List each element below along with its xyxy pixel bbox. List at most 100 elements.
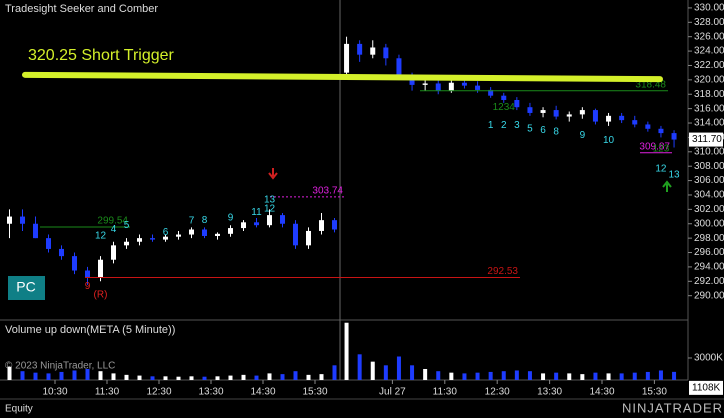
count-label: 123: [653, 144, 670, 155]
volume-bar: [202, 376, 207, 380]
candle-body: [475, 85, 481, 90]
y-tick-label: 308.00: [694, 161, 724, 172]
volume-bar: [85, 368, 90, 380]
x-tick-label: 11:30: [433, 387, 458, 398]
volume-bar: [541, 373, 546, 380]
count-label: 12: [95, 231, 107, 242]
count-label: 1234: [493, 102, 516, 113]
candle-body: [176, 234, 181, 237]
y-tick-label: 296.00: [694, 247, 724, 258]
y-tick-label: 300.00: [694, 218, 724, 229]
count-label: 8: [553, 126, 559, 137]
candle-body: [461, 82, 467, 86]
pc-button[interactable]: [8, 276, 45, 300]
y-tick-label: 298.00: [694, 233, 724, 244]
volume-bar: [410, 365, 415, 380]
volume-bar: [59, 371, 64, 380]
y-tick-label: 302.00: [694, 204, 724, 215]
candle-body: [540, 110, 546, 113]
candle-body: [280, 215, 285, 224]
x-tick-label: 15:30: [302, 387, 327, 398]
candle-body: [370, 47, 376, 55]
candle-body: [645, 124, 651, 129]
volume-bar: [163, 376, 168, 380]
volume-bar: [306, 374, 311, 380]
brand: NINJATRADER: [622, 400, 723, 415]
volume-bar: [176, 376, 181, 380]
count-label: 12: [264, 203, 276, 214]
x-tick-label: 13:30: [198, 387, 223, 398]
volume-bar: [383, 365, 388, 380]
candle-body: [527, 107, 533, 113]
volume-bar: [20, 371, 25, 380]
x-tick-label: 15:30: [642, 387, 667, 398]
candle-body: [344, 43, 350, 73]
y-tick-label: 320.00: [694, 75, 724, 86]
count-label: 6: [163, 227, 169, 238]
candle-body: [409, 76, 415, 85]
volume-bar: [241, 374, 246, 380]
candle-body: [254, 222, 259, 226]
volume-title: Volume up down(META (5 Minute)): [5, 324, 175, 336]
count-label: 5: [124, 220, 130, 231]
count-label: 10: [603, 135, 615, 146]
count-label: 12: [655, 164, 667, 175]
candle-body: [202, 229, 207, 236]
count-label: 9: [85, 281, 91, 292]
count-label: 8: [202, 215, 208, 226]
x-tick-label: 13:30: [537, 387, 562, 398]
candle-body: [228, 228, 233, 234]
price-level-label: 318.48: [635, 79, 666, 90]
candle-body: [293, 223, 298, 246]
count-label: 2: [501, 120, 507, 131]
volume-bar: [593, 372, 598, 380]
candle-body: [671, 133, 677, 140]
volume-bar: [501, 371, 506, 380]
count-label: 6: [540, 125, 546, 136]
count-label: 7: [189, 216, 195, 227]
volume-bar: [98, 371, 103, 380]
y-tick-label: 324.00: [694, 46, 724, 57]
y-tick-label: 314.00: [694, 118, 724, 129]
volume-bar: [370, 361, 375, 380]
candle-body: [137, 238, 142, 242]
volume-tick-label: 3000K: [694, 353, 723, 364]
candle-body: [189, 229, 194, 235]
pc-button-label[interactable]: PC: [16, 279, 35, 295]
candle-body: [566, 114, 572, 117]
candle-body: [514, 100, 520, 108]
price-level-label: 292.53: [487, 266, 518, 277]
volume-bar: [215, 376, 220, 380]
candle-body: [332, 220, 337, 230]
price-level-label: 303.74: [312, 185, 343, 196]
volume-bar: [72, 370, 77, 380]
volume-bar: [436, 371, 441, 380]
candle-body: [435, 83, 441, 91]
volume-bar: [462, 373, 467, 380]
candle-body: [241, 222, 246, 229]
candle-body: [422, 83, 428, 85]
candle-body: [501, 95, 507, 101]
candle-body: [267, 215, 272, 226]
volume-bar: [254, 375, 259, 380]
x-tick-label: 14:30: [250, 387, 275, 398]
candle-body: [579, 110, 585, 115]
x-tick-label: 12:30: [146, 387, 171, 398]
count-label: (R): [94, 290, 108, 301]
price-level-label: 299.54: [97, 216, 128, 227]
volume-bar: [475, 372, 480, 380]
copyright: © 2023 NinjaTrader, LLC: [5, 361, 115, 372]
y-tick-label: 328.00: [694, 17, 724, 28]
count-label: 11: [251, 207, 262, 218]
y-tick-label: 322.00: [694, 60, 724, 71]
candle-body: [33, 223, 38, 239]
down-arrow: [268, 168, 278, 180]
volume-bar: [189, 376, 194, 380]
volume-bar: [619, 373, 624, 380]
candle-body: [46, 238, 51, 249]
candle-body: [592, 110, 598, 122]
candle-body: [553, 110, 559, 117]
volume-bar: [449, 372, 454, 380]
count-label: 9: [228, 213, 234, 224]
